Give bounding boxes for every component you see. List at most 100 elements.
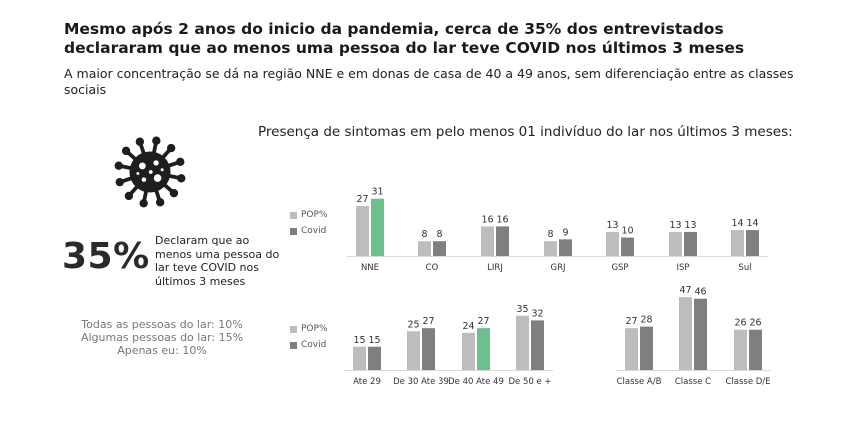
legend-pop-bottom: POP% (290, 324, 328, 334)
breakdown-only-me: Apenas eu: 10% (117, 344, 207, 357)
bar-value-label: 25 (407, 319, 419, 330)
bar-value-label: 27 (625, 316, 637, 327)
breakdown-some: Algumas pessoas do lar: 15% (80, 331, 244, 344)
category-label: GSP (611, 263, 628, 273)
bar-value-label: 28 (640, 315, 652, 326)
bar-value-label: 15 (368, 335, 380, 346)
category-label: LIRJ (487, 263, 503, 273)
virus-spike-tip (139, 199, 148, 208)
category-label: Classe A/B (617, 377, 662, 387)
bar-covid (749, 329, 762, 370)
bar-value-label: 32 (531, 308, 543, 319)
bar-covid (433, 241, 446, 256)
bar-pop (407, 331, 420, 370)
bar-value-label: 16 (496, 214, 508, 225)
bar-value-label: 8 (547, 229, 553, 240)
legend-pop-swatch (290, 325, 297, 333)
bar-value-label: 31 (371, 187, 383, 198)
legend-pop-top: POP% (290, 210, 328, 220)
category-label: CO (426, 263, 439, 273)
virus-spike-tip (169, 188, 179, 198)
bar-value-label: 26 (749, 318, 761, 329)
bar-value-label: 13 (684, 220, 696, 231)
bar-covid (559, 239, 572, 256)
legend-covid-label: Covid (301, 340, 327, 350)
bar-value-label: 14 (731, 218, 743, 229)
legend-pop-label: POP% (301, 210, 328, 220)
bar-value-label: 8 (436, 229, 442, 240)
bar-value-label: 14 (746, 218, 758, 229)
legend-covid-swatch (290, 227, 297, 235)
bar-covid (477, 328, 490, 370)
bar-pop (462, 332, 475, 370)
virus-spike-tip (155, 198, 165, 207)
virus-icon (114, 136, 186, 208)
legend-covid-swatch (290, 341, 297, 349)
virus-spike-tip (124, 191, 134, 201)
bar-value-label: 13 (669, 220, 681, 231)
headline: Mesmo após 2 anos do inicio da pandemia,… (64, 20, 745, 57)
category-label: GRJ (551, 263, 566, 273)
bar-value-label: 27 (356, 194, 368, 205)
bar-covid (746, 230, 759, 256)
bar-value-label: 46 (694, 287, 706, 298)
category-label: De 50 e + (508, 377, 551, 387)
bar-pop (418, 241, 431, 256)
subheadline: A maior concentração se dá na região NNE… (64, 66, 794, 97)
highlight-percentage: 35% (62, 236, 150, 277)
legend-covid-label: Covid (301, 226, 327, 236)
category-label: Classe D/E (725, 377, 770, 387)
bar-value-label: 35 (516, 304, 528, 315)
bar-covid (422, 328, 435, 370)
virus-spike-tip (114, 161, 123, 170)
bar-value-label: 16 (481, 214, 493, 225)
legend-covid-top: Covid (290, 226, 326, 236)
bar-pop (606, 231, 619, 256)
bar-value-label: 27 (477, 316, 489, 327)
bar-covid (684, 231, 697, 256)
virus-spike-tip (176, 157, 185, 167)
category-label: ISP (676, 263, 689, 273)
bar-pop (544, 241, 557, 256)
bar-pop (356, 206, 369, 256)
breakdown-all: Todas as pessoas do lar: 10% (81, 318, 243, 331)
bar-covid (496, 226, 509, 256)
bar-covid (531, 320, 544, 370)
virus-spike-tip (152, 136, 161, 145)
highlight-description: Declaram que ao menos uma pessoa do lar … (155, 234, 280, 288)
bar-pop (669, 231, 682, 256)
bar-covid (640, 326, 653, 370)
virus-spike-tip (115, 177, 124, 187)
bar-value-label: 13 (606, 220, 618, 231)
bar-covid (694, 298, 707, 370)
bar-value-label: 24 (462, 321, 474, 332)
virus-spike-tip (121, 146, 131, 156)
category-label: De 30 Ate 39 (393, 377, 449, 387)
virus-spike-tip (135, 137, 145, 146)
bar-covid (621, 237, 634, 256)
bar-pop (679, 297, 692, 370)
bar-pop (731, 230, 744, 256)
bar-value-label: 10 (621, 226, 633, 237)
category-label: De 40 Ate 49 (448, 377, 504, 387)
bar-pop (516, 315, 529, 370)
bar-covid (371, 198, 384, 256)
legend-covid-bottom: Covid (290, 340, 326, 350)
virus-spike-tip (166, 143, 176, 153)
category-label: Sul (738, 263, 751, 273)
bar-value-label: 9 (562, 227, 568, 238)
bar-value-label: 15 (353, 335, 365, 346)
category-label: Ate 29 (353, 377, 381, 387)
legend-pop-swatch (290, 211, 297, 219)
bar-value-label: 27 (422, 316, 434, 327)
bar-value-label: 47 (679, 285, 691, 296)
bar-pop (353, 346, 366, 370)
bar-value-label: 8 (421, 229, 427, 240)
chart-title: Presença de sintomas em pelo menos 01 in… (258, 124, 793, 140)
category-label: Classe C (675, 377, 711, 387)
bar-value-label: 26 (734, 318, 746, 329)
category-label: NNE (361, 263, 379, 273)
bar-pop (734, 329, 747, 370)
bar-pop (481, 226, 494, 256)
